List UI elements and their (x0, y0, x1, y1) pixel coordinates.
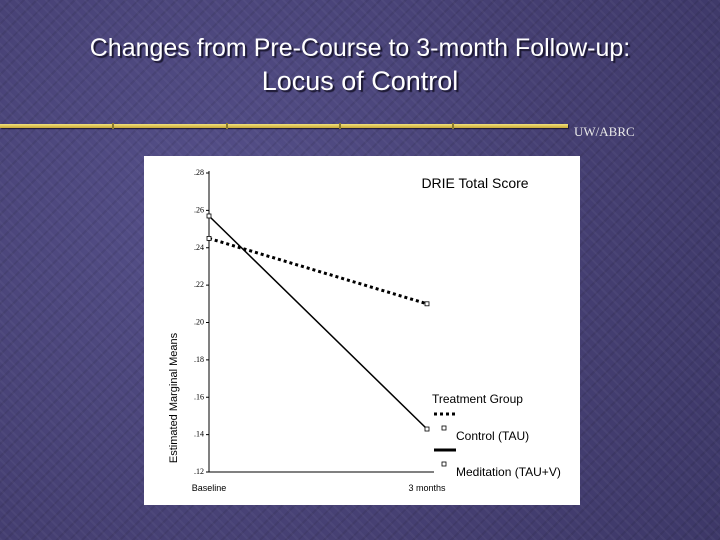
x-tick-label: Baseline (192, 483, 227, 493)
divider-tick (339, 123, 341, 129)
slide-title-line1: Changes from Pre-Course to 3-month Follo… (89, 34, 631, 62)
data-point-marker (206, 213, 212, 219)
data-point-marker (206, 236, 212, 241)
divider-tick (452, 123, 454, 129)
y-tick-label: .26 (194, 205, 204, 214)
title-divider-rule (0, 124, 568, 128)
data-point-marker (424, 426, 430, 432)
org-label: UW/ABRC (574, 124, 635, 139)
legend-label-1: Control (TAU) (456, 429, 529, 443)
legend-label-2: Meditation (TAU+V) (456, 465, 561, 479)
x-tick-label: 3 months (408, 483, 446, 493)
legend-title: Treatment Group (432, 392, 523, 406)
y-tick-label: .16 (194, 392, 204, 401)
data-point-marker (424, 301, 430, 307)
y-tick-label: .14 (194, 430, 204, 439)
chart-title: DRIE Total Score (421, 175, 528, 191)
series-line-1 (208, 236, 428, 306)
divider-tick (112, 123, 114, 129)
y-tick-label: .24 (194, 243, 204, 252)
line-chart: .12 .14 .16 .18 .20 .22 .24 .26 .28 Baseline 3 mon… (168, 168, 561, 493)
slide-title-line2: Locus of Control (261, 66, 459, 96)
legend-marker-2 (441, 461, 447, 467)
y-tick-label: .18 (194, 355, 204, 364)
y-axis-title: Estimated Marginal Means (168, 332, 180, 463)
y-tick-label: .22 (194, 280, 204, 289)
y-tick-label: .28 (194, 168, 204, 177)
y-tick-label: .20 (194, 318, 204, 327)
series-line-2 (208, 215, 428, 430)
legend-marker-1 (441, 425, 447, 431)
chart-panel: .12 .14 .16 .18 .20 .22 .24 .26 .28 Baseline 3 mon… (144, 156, 580, 505)
y-tick-label: .12 (194, 467, 204, 476)
divider-tick (226, 123, 228, 129)
